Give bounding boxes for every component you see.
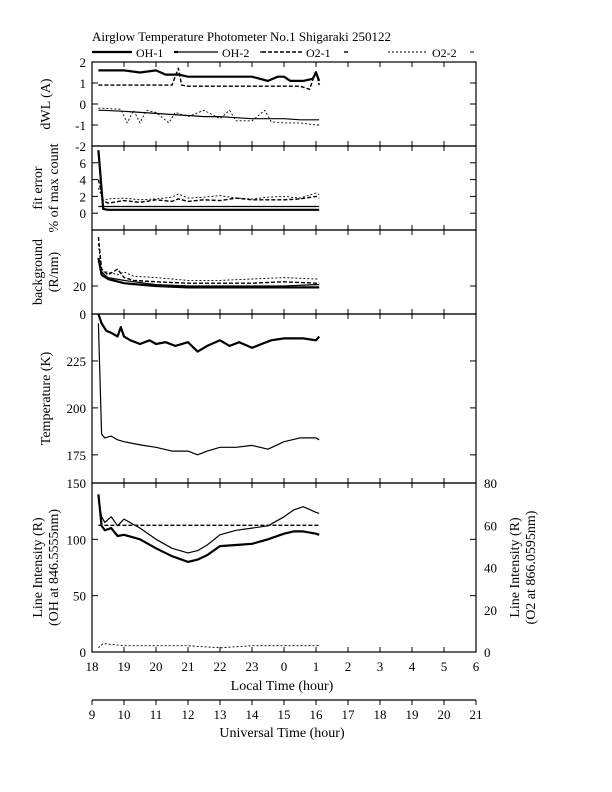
x-tick-label-ut: 18 [374,707,387,722]
y-axis-label: (R/nm) [47,251,62,292]
panel-bg: 20 0 background (R/nm) [31,229,477,322]
y-tick-label: 0 [80,206,87,221]
x-tick-label-local: 4 [409,659,416,674]
x-tick-label-ut: 11 [150,707,163,722]
panel-temp: 225 200 175 Temperature (K) [39,313,477,484]
y-tick-label: 225 [67,354,87,369]
legend-label-o2-2: O2-2 [432,46,457,60]
y-tick-label-right: 60 [484,518,497,533]
y-tick-label-right: 40 [484,561,497,576]
y-axis-label: (OH at 846.5555nm) [47,509,62,626]
y-tick-label: 20 [73,279,86,294]
chart-title: Airglow Temperature Photometer No.1 Shig… [92,29,391,44]
series-dwl-o2-2 [98,107,320,126]
panel-fit: 6 42 0 fit error% of max count [31,143,477,233]
x-tick-label-ut: 16 [310,707,324,722]
x-axis-ut: 9 10 11 12 13 14 15 16 17 18 19 20 21 [89,699,483,722]
y-tick-label: 4 [80,173,87,188]
y-tick-label: 2 [80,55,87,70]
y-axis-label-right: (O2 at 866.0595nm) [524,510,539,624]
y-tick-label: 150 [67,476,87,491]
x-tick-label-local: 3 [377,659,384,674]
series-int-o2-2 [98,643,320,649]
y-axis-label: Line Intensity (R) [31,517,46,618]
series-fit-oh-1 [97,150,320,211]
x-tick-label-ut: 21 [470,707,483,722]
x-tick-label-ut: 12 [182,707,195,722]
y-tick-label: 6 [80,156,87,171]
x-tick-label-local: 1 [313,659,320,674]
y-tick-label: 2 [80,189,87,204]
series-fit-o2-2 [97,187,320,202]
panel-frame [91,229,477,315]
y-tick-label: 1 [80,76,87,91]
legend-label-oh-1: OH-1 [136,46,163,60]
y-tick-label: 50 [73,589,86,604]
y-tick-label-right: 80 [484,476,497,491]
legend-label-o2-1: O2-1 [306,46,331,60]
y-axis-label: Temperature (K) [39,351,54,445]
x-tick-label-local: 21 [182,659,195,674]
legend: OH-1 OH-2 O2-1 O2-2 [92,46,474,60]
x-tick-label-ut: 14 [246,707,260,722]
y-tick-label: -2 [75,139,86,154]
y-tick-label: 175 [67,448,87,463]
x-tick-label-ut: 10 [118,707,131,722]
legend-label-oh-2: OH-2 [222,46,249,60]
x-tick-label-local: 6 [473,659,480,674]
y-tick-label: 100 [67,532,87,547]
x-tick-label-ut: 19 [406,707,419,722]
y-tick-label-right: 0 [484,645,491,660]
panel-frame [91,145,477,231]
y-tick-label: 0 [80,307,87,322]
x-tick-label-local: 23 [246,659,259,674]
x-tick-label-local: 5 [441,659,448,674]
x-tick-label-local: 20 [150,659,163,674]
panel-frame [91,61,477,147]
x-tick-label-ut: 13 [214,707,227,722]
x-axis-label-local: Local Time (hour) [231,679,334,694]
x-tick-label-local: 19 [118,659,131,674]
series-fit-o2-1 [97,179,320,204]
series-bg-o2-1 [97,236,320,284]
y-tick-label: -1 [75,118,86,133]
panel-frame [91,482,477,653]
y-axis-label: background [31,239,46,305]
series-bg-oh-2 [97,260,320,287]
y-axis-label: fit error [31,166,46,209]
x-tick-label-local: 2 [345,659,352,674]
x-tick-label-ut: 15 [278,707,291,722]
panel-dwl: 2 1 0 -1 -2 dWL (A) [39,55,477,154]
y-axis-label: % of max count [47,143,62,232]
x-tick-label-ut: 20 [438,707,451,722]
y-axis-label: dWL (A) [39,78,54,130]
series-temp-oh-2 [97,323,320,456]
x-tick-label-local: 0 [281,659,288,674]
x-axis-label-ut: Universal Time (hour) [219,726,345,741]
series-bg-oh-1 [97,257,320,289]
series-int-oh-1 [97,494,320,564]
y-tick-label: 200 [67,401,87,416]
y-tick-label: 0 [80,97,87,112]
series-int-oh-2 [97,499,320,554]
y-axis-label-right: Line Intensity (R) [508,517,523,618]
x-tick-label-ut: 17 [342,707,356,722]
series-temp-oh-1 [97,313,321,353]
y-tick-label-right: 20 [484,603,497,618]
x-tick-label-local: 22 [214,659,227,674]
y-tick-label: 0 [80,645,87,660]
x-tick-label-ut: 9 [89,707,96,722]
series-bg-o2-2 [97,243,320,281]
series-dwl-oh-1 [98,69,321,83]
series-dwl-oh-2 [98,109,320,121]
x-tick-label-local: 18 [86,659,99,674]
